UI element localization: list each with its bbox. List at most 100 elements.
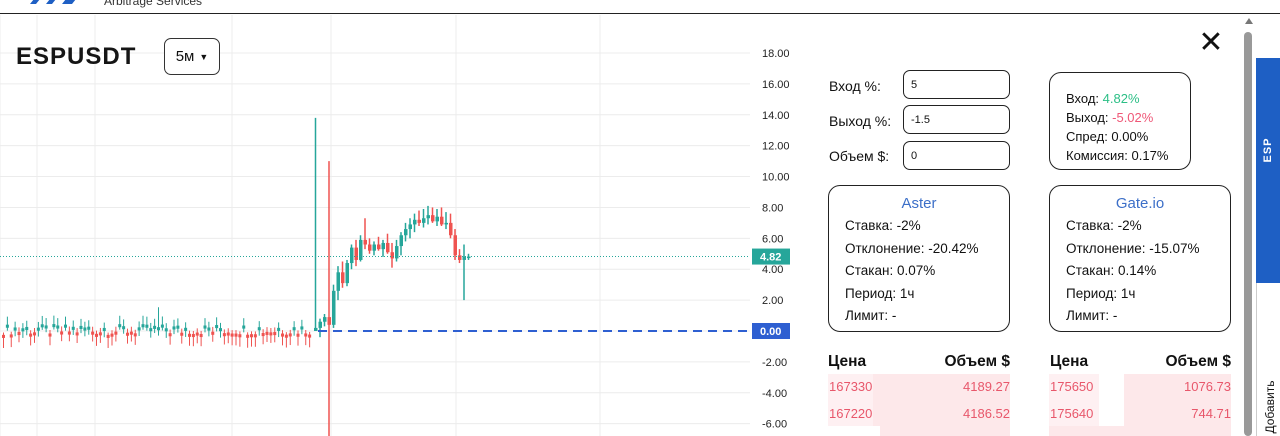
chart-candle-body xyxy=(234,333,238,337)
y-tick-label: 18.00 xyxy=(762,48,790,60)
chart-candle-body xyxy=(145,324,149,328)
chart-candle-body xyxy=(9,334,13,338)
chart-candle-body xyxy=(199,333,203,338)
exchange-period: Период: 1ч xyxy=(845,285,915,301)
orderbook-depth-bar xyxy=(873,374,1010,426)
chart-candle-body xyxy=(114,331,118,335)
caret-down-icon: ▼ xyxy=(199,51,209,62)
chart-candle-body xyxy=(95,333,98,337)
chart-candle-body xyxy=(368,244,372,251)
exchange-name[interactable]: Aster xyxy=(901,195,937,212)
chart-candle-body xyxy=(157,327,160,331)
chart-candle-body xyxy=(372,244,376,251)
chart-candle-body xyxy=(191,333,195,338)
chart-candle-body xyxy=(417,219,421,223)
chart-candle-body xyxy=(265,331,269,335)
chart-candle-body xyxy=(250,334,253,338)
chart-candle-body xyxy=(219,328,222,332)
chart-candle-body xyxy=(75,332,79,336)
chart-candle-body xyxy=(52,324,56,328)
summary-exit-value: -5.02% xyxy=(1112,110,1154,125)
chart-candle-body xyxy=(122,326,126,330)
chart-candle-body xyxy=(91,331,95,335)
chart-candle-body xyxy=(350,247,354,264)
chart-candle-body xyxy=(79,325,83,329)
exit-percent-input[interactable] xyxy=(903,105,1010,134)
chart-candle-body xyxy=(176,325,180,329)
price-chart[interactable]: 18.00 16.00 14.00 12.00 10.00 8.00 6.00 4.00 2.0… xyxy=(0,15,800,436)
chart-candle-body xyxy=(390,252,394,259)
volume-input[interactable] xyxy=(903,141,1010,170)
chart-candle-body xyxy=(381,242,385,250)
y-tick-label: 10.00 xyxy=(762,172,790,184)
chart-candle-body xyxy=(399,235,403,247)
side-tab-add-label: Добавить xyxy=(1263,380,1277,434)
chart-candle-body xyxy=(141,324,145,328)
chart-candle-body xyxy=(56,325,60,329)
chart-candle-body xyxy=(288,333,292,337)
orderbook-price-header: Цена xyxy=(1050,353,1089,370)
chart-candle-body xyxy=(273,332,277,336)
close-icon[interactable]: ✕ xyxy=(1198,26,1224,59)
chart-candle-body xyxy=(377,244,381,250)
side-tab-label: ESP xyxy=(1262,137,1274,163)
orderbook-volume: 1076.73 xyxy=(1184,379,1231,394)
chart-candle-body xyxy=(188,333,191,337)
chart-candle-body xyxy=(292,327,296,331)
chart-candle-body xyxy=(277,327,281,331)
chart-candle-body xyxy=(413,219,417,225)
orderbook-depth-bar xyxy=(828,374,873,426)
exchange-deviation: Отклонение: -15.07% xyxy=(1066,240,1200,256)
orderbook-price: 175640 xyxy=(1050,406,1094,421)
exchange-name[interactable]: Gate.io xyxy=(1115,195,1165,212)
chart-candle-body xyxy=(5,324,9,328)
y-tick-label: 4.00 xyxy=(762,264,783,276)
y-tick-label: 8.00 xyxy=(762,202,783,214)
timeframe-select[interactable]: 5м ▼ xyxy=(164,38,220,75)
chart-candle-body xyxy=(222,333,226,337)
chart-candle-body xyxy=(426,215,430,219)
chart-candle-body xyxy=(207,327,211,331)
side-tab-active[interactable]: ESP xyxy=(1256,58,1280,283)
entry-label: Вход %: xyxy=(829,78,881,94)
chart-candle-body xyxy=(2,334,5,338)
chart-candle-body xyxy=(44,325,48,329)
chart-candle-body xyxy=(440,216,444,225)
chart-candle-body xyxy=(118,324,122,328)
chart-candle-body xyxy=(458,255,462,260)
scroll-up-icon[interactable] xyxy=(1245,18,1253,24)
side-tab-add[interactable]: Добавить xyxy=(1256,283,1280,436)
chart-candle-body xyxy=(422,218,426,223)
chart-candle-body xyxy=(246,334,250,338)
chart-candle-body xyxy=(133,333,137,337)
chart-candle-body xyxy=(300,326,304,330)
exchange-card-aster: Aster Ставка: -2% Отклонение: -20.42% Ст… xyxy=(828,185,1010,332)
chart-candle-body xyxy=(153,325,157,329)
pair-detail-panel: 18.00 16.00 14.00 12.00 10.00 8.00 6.00 4.00 2.0… xyxy=(0,15,1243,436)
chart-candle-body xyxy=(168,333,172,337)
brand-logo[interactable] xyxy=(28,0,90,8)
exchange-book: Стакан: 0.07% xyxy=(845,263,936,278)
summary-entry: Вход: 4.82% xyxy=(1066,89,1190,108)
chart-candle-body xyxy=(184,327,188,331)
chart-candle-body xyxy=(345,263,349,284)
chart-candle-body xyxy=(164,328,168,332)
chart-candle-body xyxy=(87,326,91,330)
chart-candle-body xyxy=(431,215,435,222)
entry-percent-input[interactable] xyxy=(903,70,1010,99)
chart-candle-body xyxy=(269,332,273,336)
chart-candle-body xyxy=(462,256,466,260)
chart-candle-body xyxy=(467,256,471,259)
chart-candle-body xyxy=(172,326,176,330)
scrollbar-thumb[interactable] xyxy=(1244,32,1252,436)
orderbook-depth-bar xyxy=(880,426,1010,436)
chart-candle-body xyxy=(211,331,215,335)
summary-exit-label: Выход: xyxy=(1066,110,1109,125)
summary-spread: Спред: 0.00% xyxy=(1066,129,1149,144)
chart-candle-body xyxy=(149,328,153,332)
volume-label: Объем $: xyxy=(829,148,890,164)
chart-candle-body xyxy=(25,326,29,331)
y-tick-label: 14.00 xyxy=(762,110,790,122)
orderbook-volume-header: Объем $ xyxy=(944,353,1010,370)
chart-candle-body xyxy=(242,325,246,329)
